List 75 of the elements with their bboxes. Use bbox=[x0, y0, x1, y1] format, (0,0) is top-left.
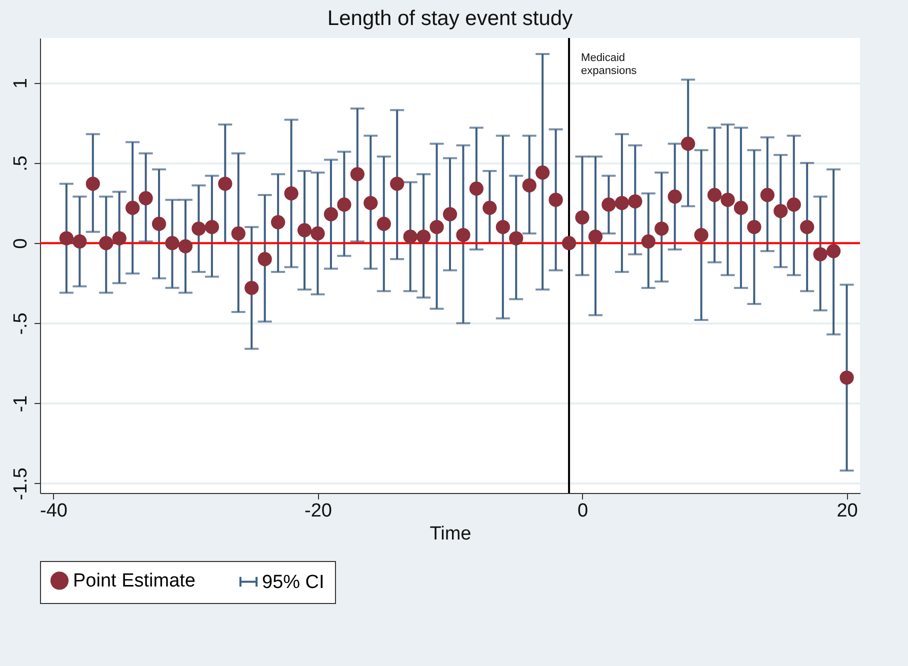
y-tick-label: -1.5 bbox=[10, 468, 32, 500]
point bbox=[786, 198, 801, 212]
point bbox=[86, 176, 100, 191]
point bbox=[522, 178, 536, 192]
point bbox=[258, 252, 272, 266]
point bbox=[774, 204, 788, 218]
chart-title: Length of stay event study bbox=[327, 7, 574, 30]
point bbox=[126, 200, 140, 215]
y-tick-label: 1 bbox=[10, 78, 32, 89]
point bbox=[337, 198, 352, 212]
point bbox=[324, 207, 338, 222]
point bbox=[270, 215, 286, 230]
point bbox=[469, 182, 484, 196]
point bbox=[707, 188, 722, 202]
point bbox=[694, 228, 708, 242]
point bbox=[747, 220, 762, 234]
point bbox=[536, 166, 550, 180]
point bbox=[99, 236, 114, 250]
point bbox=[284, 186, 298, 200]
point bbox=[192, 222, 206, 236]
point bbox=[138, 191, 153, 206]
point bbox=[668, 190, 682, 204]
point bbox=[59, 231, 74, 246]
legend-label: Point Estimate bbox=[73, 570, 196, 592]
point bbox=[575, 210, 590, 224]
point bbox=[562, 236, 576, 250]
point bbox=[760, 188, 774, 202]
point bbox=[112, 231, 126, 246]
text: 95% CI bbox=[262, 572, 324, 593]
point bbox=[72, 234, 87, 249]
point bbox=[178, 239, 193, 254]
x-axis-title: Time bbox=[430, 524, 472, 544]
point bbox=[800, 220, 814, 234]
point bbox=[588, 230, 603, 244]
point bbox=[628, 194, 642, 208]
y-tick-label: -.5 bbox=[10, 312, 32, 335]
point bbox=[602, 198, 616, 212]
y-tick-label: -1 bbox=[10, 395, 32, 412]
ref-line-label: Medicaid expansions bbox=[581, 52, 638, 77]
point bbox=[244, 280, 259, 295]
point bbox=[548, 192, 563, 207]
point bbox=[614, 196, 630, 210]
point bbox=[231, 226, 246, 241]
point bbox=[152, 216, 166, 231]
point bbox=[734, 200, 748, 215]
point bbox=[390, 176, 404, 191]
point bbox=[641, 234, 656, 249]
point bbox=[654, 222, 669, 236]
x-tick-label: -20 bbox=[304, 500, 332, 522]
point bbox=[813, 247, 828, 262]
point bbox=[350, 167, 364, 182]
point bbox=[310, 226, 325, 241]
y-tick-label: 0 bbox=[10, 238, 32, 249]
point bbox=[430, 220, 444, 234]
point bbox=[840, 370, 854, 385]
point bbox=[364, 196, 378, 210]
point bbox=[680, 136, 696, 151]
x-tick-label: 20 bbox=[836, 500, 858, 522]
point bbox=[204, 220, 220, 234]
x-tick-label: 0 bbox=[577, 500, 588, 522]
point bbox=[403, 230, 418, 244]
x-tick-label: -40 bbox=[40, 500, 68, 522]
point bbox=[416, 230, 431, 244]
point bbox=[482, 200, 497, 215]
point bbox=[165, 236, 180, 250]
point bbox=[297, 223, 312, 238]
y-tick-label: .5 bbox=[10, 156, 32, 172]
point bbox=[456, 228, 470, 242]
point bbox=[218, 176, 232, 191]
point bbox=[826, 244, 841, 258]
point bbox=[720, 192, 735, 207]
point bbox=[376, 216, 391, 231]
point bbox=[442, 207, 458, 222]
point bbox=[509, 231, 524, 246]
point bbox=[496, 220, 510, 234]
